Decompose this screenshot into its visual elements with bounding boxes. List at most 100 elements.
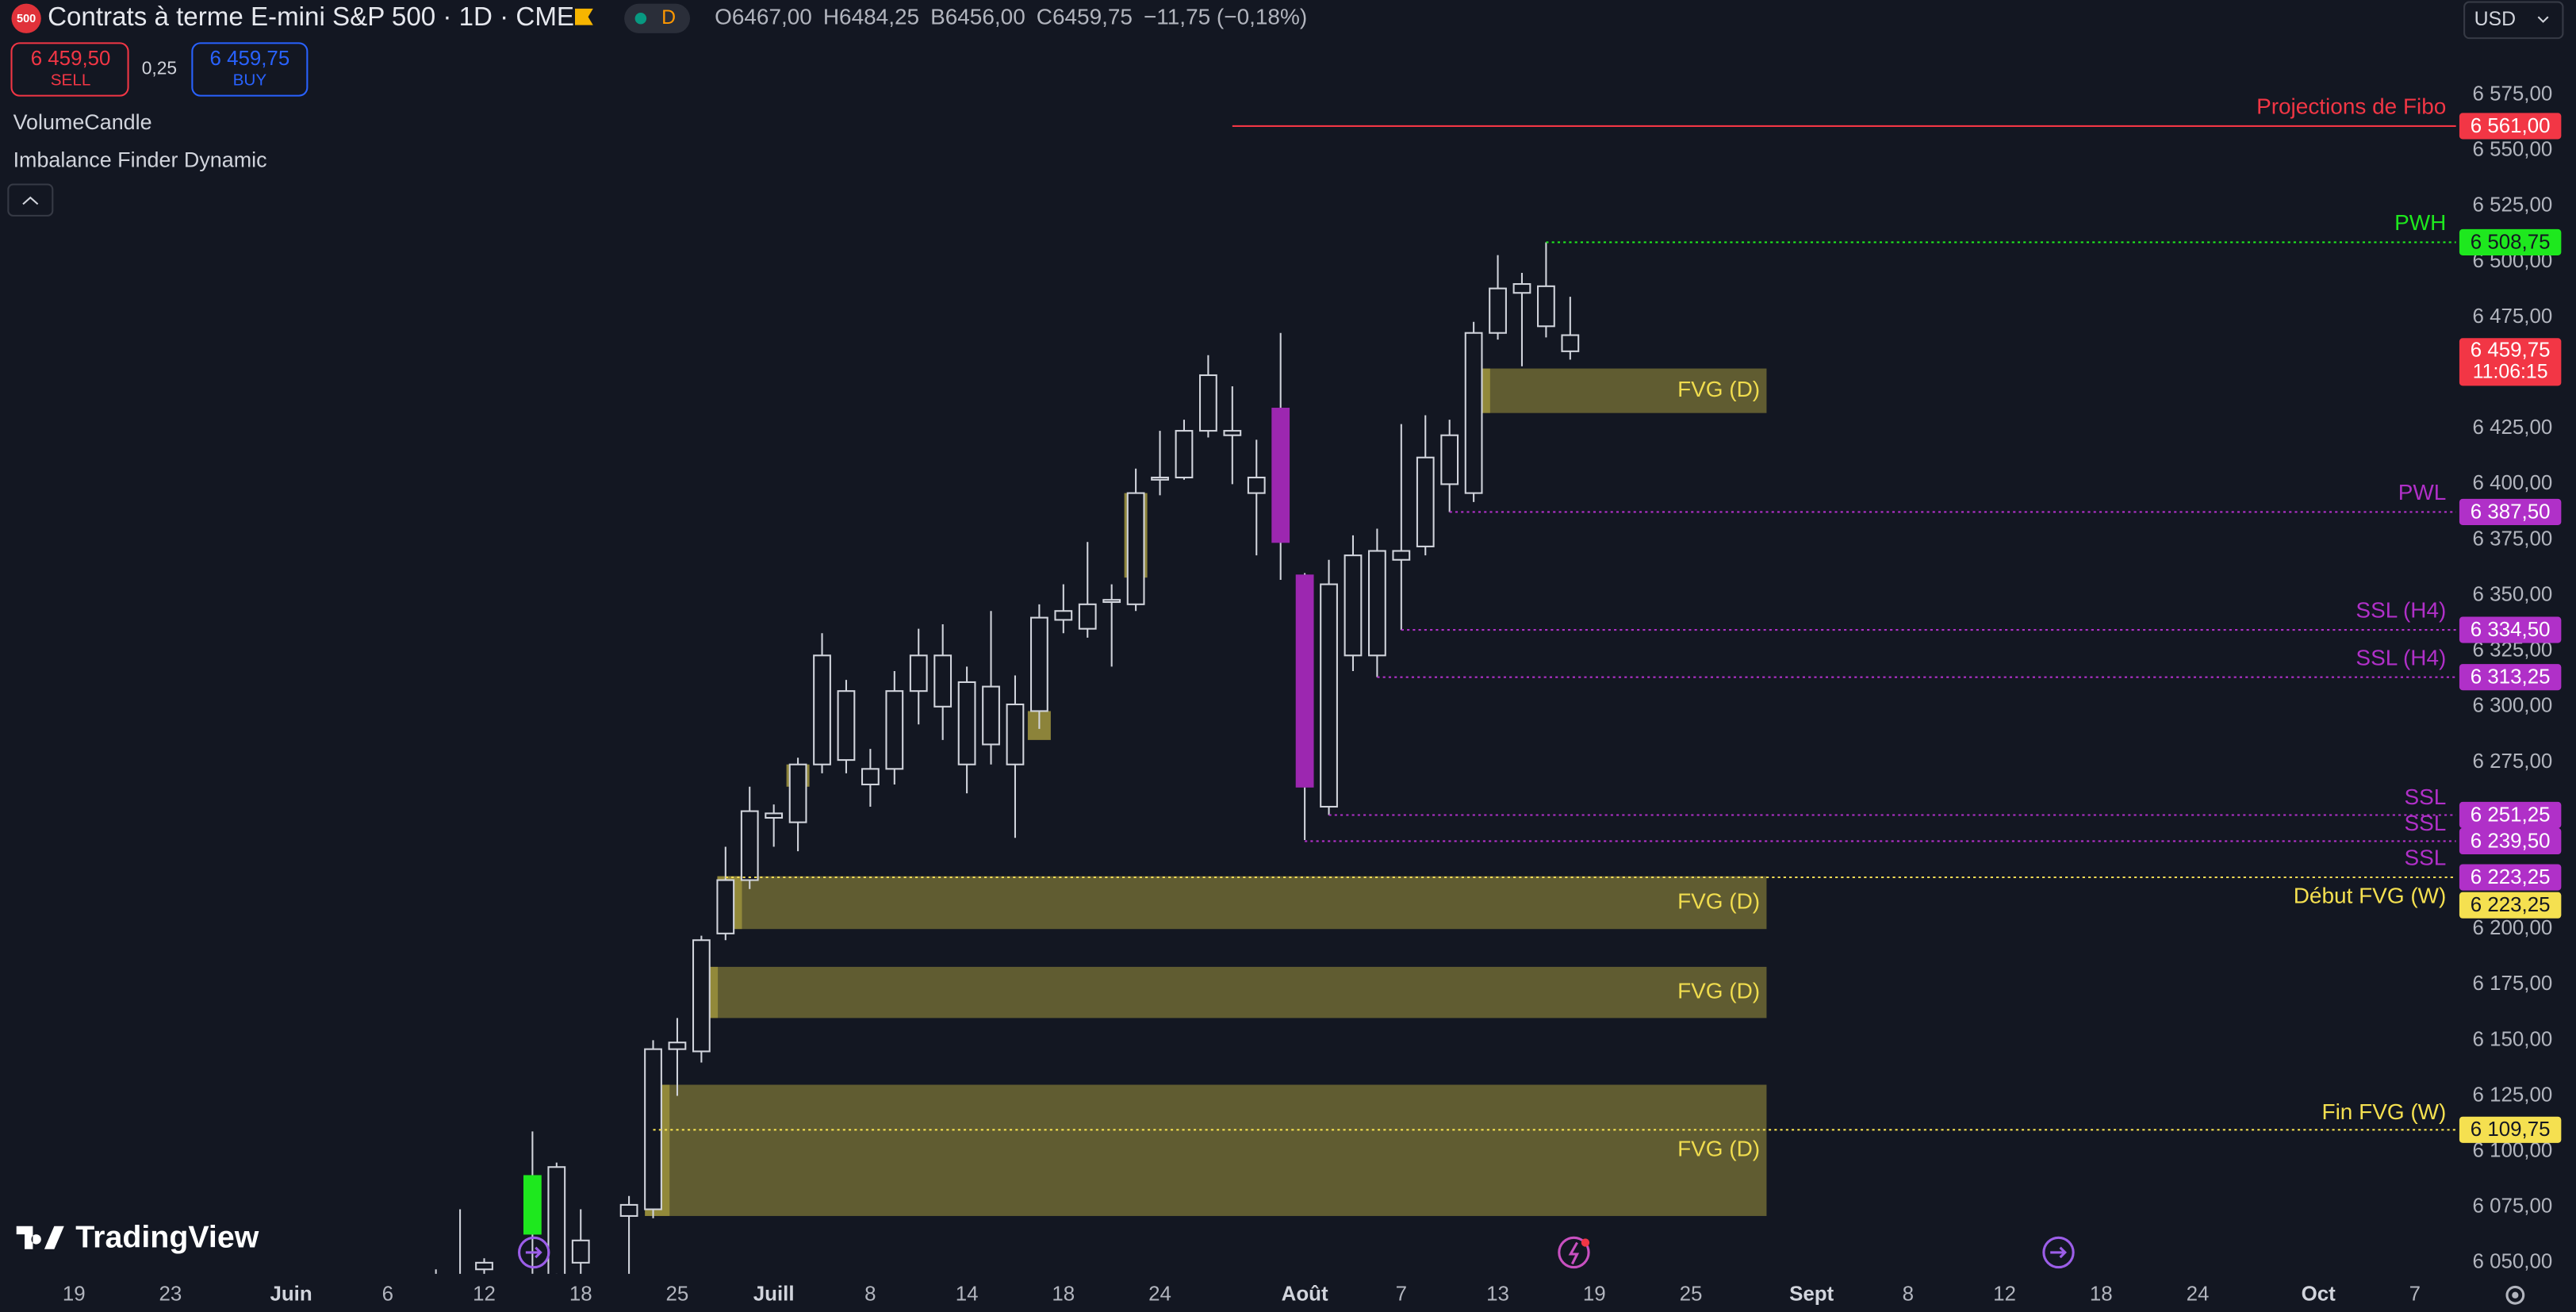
last-price-label: 6 459,75: [2471, 340, 2551, 362]
candle-body: [837, 690, 856, 761]
collapse-button[interactable]: [7, 183, 54, 217]
x-tick-label: 7: [1396, 1283, 1407, 1306]
y-tick-label: 6 200,00: [2473, 917, 2553, 939]
fvg-zone: [645, 1084, 1767, 1216]
y-tick-label: 6 275,00: [2473, 750, 2553, 773]
candle-body: [740, 810, 759, 881]
ohlc-key: C: [1037, 5, 1052, 29]
y-tick-label: 6 100,00: [2473, 1139, 2553, 1161]
candle-body: [692, 939, 711, 1053]
candle-body: [1392, 550, 1411, 561]
fvg-zone: [1465, 368, 1767, 413]
candle-body: [813, 654, 831, 765]
brand: TradingView: [75, 1220, 259, 1255]
space: [812, 5, 823, 29]
price-tag-label: 6 109,75: [2471, 1118, 2551, 1141]
price-tag: [2459, 892, 2562, 919]
price-tag-label: 6 387,50: [2471, 501, 2551, 523]
ohlc-value: 6484,25: [839, 5, 919, 29]
y-tick-label: 6 125,00: [2473, 1084, 2553, 1106]
x-tick-label: 12: [1993, 1283, 2016, 1306]
level-label: PWL: [2398, 480, 2447, 504]
indicator[interactable]: VolumeCandle: [13, 110, 152, 134]
symbol-title: Contrats à terme E-mini S&P 500 · 1D · C…: [48, 2, 574, 32]
x-tick-label: 19: [63, 1283, 86, 1306]
y-tick-label: 6 050,00: [2473, 1251, 2553, 1273]
y-tick-label: 6 475,00: [2473, 305, 2553, 328]
space: [919, 5, 930, 29]
candle-body: [1489, 287, 1507, 334]
candle-body: [1078, 603, 1097, 630]
price-tag: [2459, 498, 2562, 526]
fvg-label: FVG (D): [1677, 1137, 1760, 1161]
candle-body: [1175, 430, 1194, 479]
price-tag: [2459, 228, 2562, 256]
x-tick-label: Juin: [270, 1283, 312, 1306]
x-tick-label: 24: [1148, 1283, 1171, 1306]
candle-body: [1223, 430, 1242, 436]
ohlc-value: 6467,00: [732, 5, 812, 29]
candle-body: [788, 763, 807, 823]
candle-body: [1295, 574, 1314, 788]
candle-body: [861, 768, 880, 785]
level-label: SSL: [2405, 811, 2447, 835]
candle-body: [1537, 285, 1555, 328]
candle-body: [1198, 374, 1217, 432]
candle-body: [619, 1203, 638, 1217]
candle-body: [1416, 456, 1435, 547]
y-tick-label: 6 300,00: [2473, 695, 2553, 717]
event-icon[interactable]: [2042, 1236, 2075, 1269]
candle-body: [957, 681, 976, 765]
ohlc-key: B: [930, 5, 945, 29]
price-tag: [2459, 864, 2562, 891]
buy-button[interactable]: [191, 42, 309, 97]
sell-button[interactable]: [10, 42, 129, 97]
y-tick-label: 6 375,00: [2473, 527, 2553, 550]
price-tag-label: 6 223,25: [2471, 894, 2551, 916]
candle-body: [716, 879, 735, 934]
fvg-zone: [693, 966, 1767, 1019]
candle-body: [933, 654, 953, 708]
event-icon[interactable]: [1558, 1236, 1590, 1269]
candle-body: [1561, 334, 1580, 352]
countdown: 11:06:15: [2473, 361, 2548, 382]
candle-body: [885, 690, 904, 770]
price-tag: [2459, 616, 2562, 643]
price-tag-label: 6 561,00: [2471, 115, 2551, 137]
y-tick-label: 6 150,00: [2473, 1028, 2553, 1050]
x-tick-label: 13: [1486, 1283, 1509, 1306]
currency-button[interactable]: [2463, 1, 2564, 40]
x-tick-label: 24: [2187, 1283, 2210, 1306]
settings-icon[interactable]: [2505, 1285, 2525, 1305]
price-tag-label: 6 508,75: [2471, 231, 2551, 253]
candle-body: [982, 685, 1000, 746]
y-tick-label: 6 175,00: [2473, 972, 2553, 995]
x-tick-label: 6: [382, 1283, 393, 1306]
x-tick-label: 18: [2090, 1283, 2113, 1306]
candle-body: [523, 1175, 542, 1235]
dropdown-icon: [2537, 16, 2549, 23]
candle-body: [1271, 408, 1290, 543]
indicator[interactable]: Imbalance Finder Dynamic: [13, 148, 267, 172]
x-tick-label: Juill: [753, 1283, 795, 1306]
event-icon[interactable]: [518, 1236, 550, 1269]
space: [1025, 5, 1037, 29]
price-tag: [2459, 1116, 2562, 1143]
candle-body: [1320, 583, 1338, 808]
price-tag: [2459, 827, 2562, 855]
change: −11,75 (−0,18%): [1144, 5, 1307, 29]
candle-body: [1029, 616, 1048, 712]
x-tick-label: 19: [1583, 1283, 1606, 1306]
x-tick-label: 18: [569, 1283, 592, 1306]
badge: [624, 3, 690, 33]
y-tick-label: 6 425,00: [2473, 416, 2553, 439]
candle-body: [1440, 434, 1459, 485]
price-tag-label: 6 334,50: [2471, 619, 2551, 641]
plot: FVG (D) FVG (D) FVG (D) FVG (D): [435, 125, 2456, 1274]
last-price-tag: [2459, 338, 2562, 386]
logo: [11, 3, 41, 33]
candle-body: [1464, 332, 1483, 494]
price-tag-label: 6 223,25: [2471, 866, 2551, 888]
